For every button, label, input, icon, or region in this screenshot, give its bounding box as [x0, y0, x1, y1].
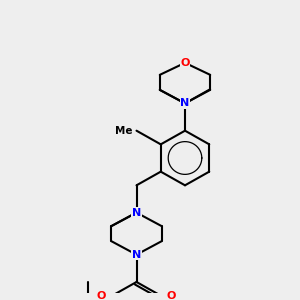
Text: N: N: [132, 250, 141, 260]
Text: O: O: [97, 291, 106, 300]
Text: N: N: [132, 208, 141, 218]
Text: Me: Me: [115, 126, 133, 136]
Text: O: O: [180, 58, 190, 68]
Text: O: O: [167, 291, 176, 300]
Text: N: N: [180, 98, 190, 108]
